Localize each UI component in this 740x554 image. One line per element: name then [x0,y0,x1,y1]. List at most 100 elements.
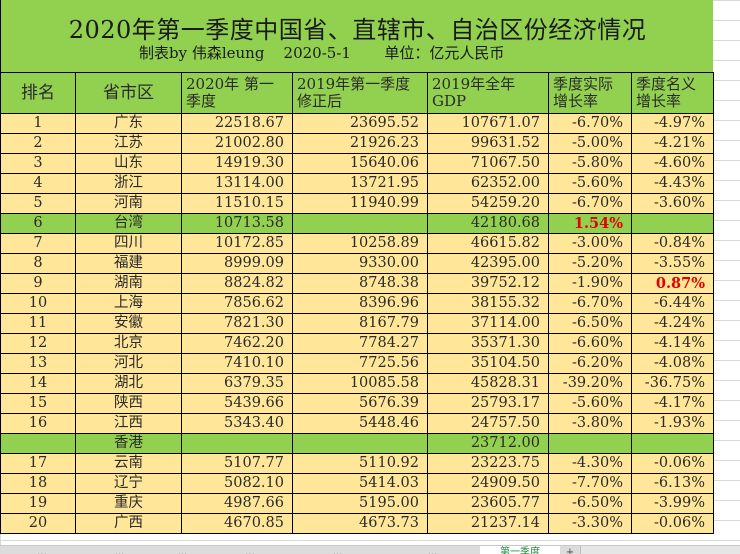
cell-real-growth[interactable]: -3.30% [548,513,632,534]
cell-region[interactable]: 山东 [75,153,182,174]
cell-q1-2019[interactable]: 15640.06 [292,153,428,174]
cell-nominal-growth[interactable]: -4.43% [631,173,714,194]
cell-region[interactable]: 香港 [75,433,182,454]
cell-region[interactable]: 浙江 [75,173,182,194]
cell-q1-2020[interactable]: 7410.10 [181,353,293,374]
cell-q1-2020[interactable]: 6379.35 [181,373,293,394]
cell-gdp-2019[interactable]: 71067.50 [427,153,549,174]
cell-q1-2020[interactable]: 7856.62 [181,293,293,314]
header-q1-2020[interactable]: 2020年 第一季度 [181,72,293,114]
cell-rank[interactable]: 16 [0,413,76,434]
cell-real-growth[interactable]: -5.60% [548,173,632,194]
cell-real-growth[interactable]: -3.80% [548,413,632,434]
cell-rank[interactable]: 1 [0,113,76,134]
cell-nominal-growth[interactable]: -0.84% [631,233,714,254]
cell-rank[interactable]: 13 [0,353,76,374]
cell-real-growth[interactable]: -39.20% [548,373,632,394]
cell-rank[interactable]: 20 [0,513,76,534]
cell-real-growth[interactable]: -6.70% [548,113,632,134]
cell-q1-2020[interactable]: 8999.09 [181,253,293,274]
cell-gdp-2019[interactable]: 99631.52 [427,133,549,154]
cell-real-growth[interactable]: -4.30% [548,453,632,474]
cell-rank[interactable]: 4 [0,173,76,194]
cell-real-growth[interactable]: -6.70% [548,193,632,214]
cell-region[interactable]: 北京 [75,333,182,354]
cell-region[interactable]: 云南 [75,453,182,474]
cell-q1-2019[interactable]: 9330.00 [292,253,428,274]
cell-real-growth[interactable]: -5.80% [548,153,632,174]
cell-real-growth[interactable]: -6.60% [548,333,632,354]
header-region[interactable]: 省市区 [75,72,182,114]
cell-q1-2020[interactable]: 7462.20 [181,333,293,354]
header-q1-2019-revised[interactable]: 2019年第一季度 修正后 [292,72,428,114]
cell-region[interactable]: 辽宁 [75,473,182,494]
cell-region[interactable]: 河北 [75,353,182,374]
sheet-title[interactable]: 2020年第一季度中国省、直辖市、自治区份经济情况 [68,16,647,44]
add-sheet-button[interactable]: + [560,546,581,554]
cell-nominal-growth[interactable]: -0.06% [631,453,714,474]
cell-gdp-2019[interactable]: 42180.68 [427,213,549,234]
cell-nominal-growth[interactable] [631,433,714,454]
cell-region[interactable]: 四川 [75,233,182,254]
cell-nominal-growth[interactable]: -4.14% [631,333,714,354]
cell-rank[interactable]: 6 [0,213,76,234]
cell-nominal-growth[interactable]: -3.99% [631,493,714,514]
cell-q1-2020[interactable]: 22518.67 [181,113,293,134]
cell-q1-2020[interactable]: 7821.30 [181,313,293,334]
cell-q1-2019[interactable]: 5110.92 [292,453,428,474]
cell-q1-2020[interactable]: 5082.10 [181,473,293,494]
cell-real-growth[interactable] [548,433,632,454]
cell-rank[interactable]: 2 [0,133,76,154]
cell-q1-2020[interactable]: 5107.77 [181,453,293,474]
cell-region[interactable]: 广东 [75,113,182,134]
cell-rank[interactable] [0,433,76,454]
cell-real-growth[interactable]: -3.00% [548,233,632,254]
cell-q1-2020[interactable]: 8824.82 [181,273,293,294]
cell-gdp-2019[interactable]: 23712.00 [427,433,549,454]
cell-real-growth[interactable]: -6.20% [548,353,632,374]
cell-rank[interactable]: 5 [0,193,76,214]
cell-region[interactable]: 上海 [75,293,182,314]
cell-gdp-2019[interactable]: 62352.00 [427,173,549,194]
cell-real-growth[interactable]: -5.00% [548,133,632,154]
cell-gdp-2019[interactable]: 35104.50 [427,353,549,374]
cell-gdp-2019[interactable]: 35371.30 [427,333,549,354]
cell-real-growth[interactable]: -6.50% [548,493,632,514]
cell-real-growth[interactable]: -1.90% [548,273,632,294]
cell-q1-2019[interactable]: 7725.56 [292,353,428,374]
cell-rank[interactable]: 14 [0,373,76,394]
cell-gdp-2019[interactable]: 23223.75 [427,453,549,474]
cell-gdp-2019[interactable]: 25793.17 [427,393,549,414]
cell-nominal-growth[interactable]: 0.87% [631,273,714,294]
cell-rank[interactable]: 11 [0,313,76,334]
cell-q1-2019[interactable]: 23695.52 [292,113,428,134]
cell-gdp-2019[interactable]: 21237.14 [427,513,549,534]
cell-q1-2019[interactable] [292,433,428,454]
cell-q1-2019[interactable]: 5448.46 [292,413,428,434]
cell-gdp-2019[interactable]: 54259.20 [427,193,549,214]
cell-region[interactable]: 河南 [75,193,182,214]
cell-real-growth[interactable]: -6.50% [548,313,632,334]
cell-nominal-growth[interactable]: -1.93% [631,413,714,434]
cell-rank[interactable]: 18 [0,473,76,494]
cell-rank[interactable]: 3 [0,153,76,174]
cell-q1-2020[interactable]: 11510.15 [181,193,293,214]
cell-nominal-growth[interactable]: -4.17% [631,393,714,414]
cell-real-growth[interactable]: -7.70% [548,473,632,494]
cell-rank[interactable]: 7 [0,233,76,254]
header-gdp-2019[interactable]: 2019年全年 GDP [427,72,549,114]
cell-gdp-2019[interactable]: 23605.77 [427,493,549,514]
cell-region[interactable]: 陕西 [75,393,182,414]
cell-q1-2020[interactable] [181,433,293,454]
cell-region[interactable]: 福建 [75,253,182,274]
cell-nominal-growth[interactable]: -4.21% [631,133,714,154]
cell-rank[interactable]: 19 [0,493,76,514]
cell-nominal-growth[interactable]: -6.13% [631,473,714,494]
cell-rank[interactable]: 15 [0,393,76,414]
cell-gdp-2019[interactable]: 24909.50 [427,473,549,494]
cell-q1-2019[interactable]: 8167.79 [292,313,428,334]
cell-gdp-2019[interactable]: 45828.31 [427,373,549,394]
cell-region[interactable]: 湖北 [75,373,182,394]
cell-nominal-growth[interactable]: -3.55% [631,253,714,274]
cell-rank[interactable]: 17 [0,453,76,474]
